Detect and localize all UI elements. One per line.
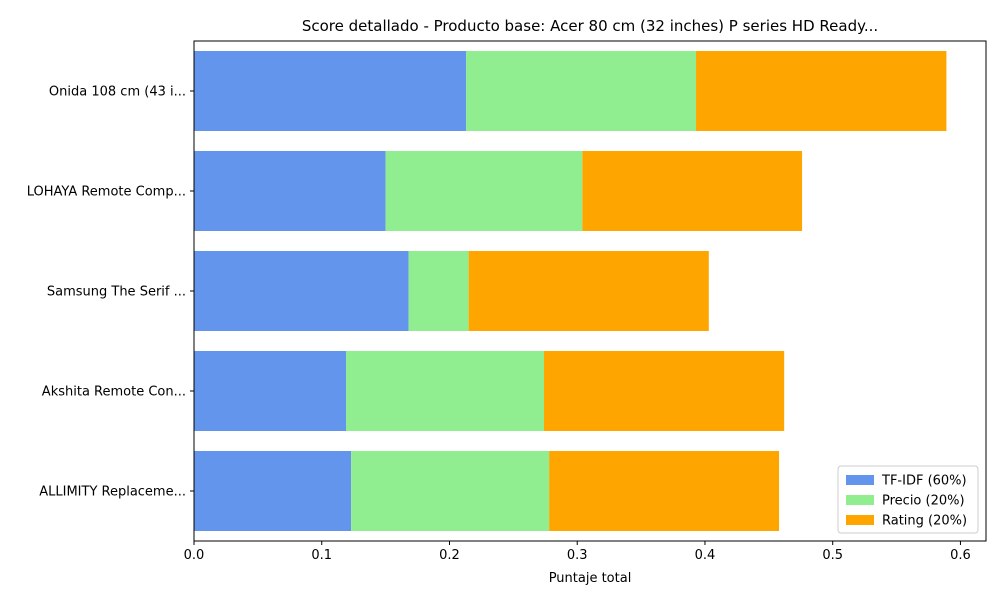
x-tick-label: 0.3 xyxy=(567,548,588,563)
bar-segment-3-row-5 xyxy=(549,451,780,531)
bar-segment-2-row-4 xyxy=(346,351,545,431)
bar-segment-3-row-3 xyxy=(468,251,709,331)
legend-swatch-1 xyxy=(846,475,874,485)
bar-segment-1-row-3 xyxy=(194,251,409,331)
bar-segment-2-row-2 xyxy=(385,151,583,231)
legend: TF-IDF (60%) Precio (20%) Rating (20%) xyxy=(837,465,979,534)
y-tick-label: Onida 108 cm (43 i... xyxy=(49,85,186,100)
bars-group xyxy=(194,51,947,531)
bar-segment-2-row-5 xyxy=(351,451,550,531)
x-tick-label: 0.4 xyxy=(695,548,716,563)
y-tick-label: Akshita Remote Con... xyxy=(42,385,186,400)
bar-segment-1-row-4 xyxy=(194,351,347,431)
legend-label-2: Precio (20%) xyxy=(882,494,965,509)
x-axis: 0.0 0.1 0.2 0.3 0.4 0.5 0.6 xyxy=(184,541,971,563)
bar-segment-2-row-3 xyxy=(408,251,469,331)
bar-segment-3-row-2 xyxy=(582,151,803,231)
y-tick-label: ALLIMITY Replaceme... xyxy=(39,485,186,500)
x-tick-label: 0.2 xyxy=(439,548,460,563)
bar-segment-3-row-1 xyxy=(696,51,947,131)
legend-swatch-2 xyxy=(846,495,874,505)
x-tick-label: 0.5 xyxy=(822,548,843,563)
y-tick-label: Samsung The Serif ... xyxy=(47,285,186,300)
bar-segment-3-row-4 xyxy=(544,351,785,431)
legend-label-3: Rating (20%) xyxy=(882,514,967,529)
y-axis: Onida 108 cm (43 i... LOHAYA Remote Comp.… xyxy=(27,85,194,500)
x-axis-label: Puntaje total xyxy=(549,571,632,586)
bar-segment-2-row-1 xyxy=(466,51,697,131)
x-tick-label: 0.6 xyxy=(950,548,971,563)
x-tick-label: 0.0 xyxy=(184,548,205,563)
chart-title: Score detallado - Producto base: Acer 80… xyxy=(302,17,878,35)
y-tick-label: LOHAYA Remote Comp... xyxy=(27,185,186,200)
bar-segment-1-row-5 xyxy=(194,451,352,531)
x-tick-label: 0.1 xyxy=(311,548,332,563)
bar-segment-1-row-2 xyxy=(194,151,386,231)
legend-swatch-3 xyxy=(846,515,874,525)
legend-label-1: TF-IDF (60%) xyxy=(881,474,967,489)
bar-segment-1-row-1 xyxy=(194,51,467,131)
